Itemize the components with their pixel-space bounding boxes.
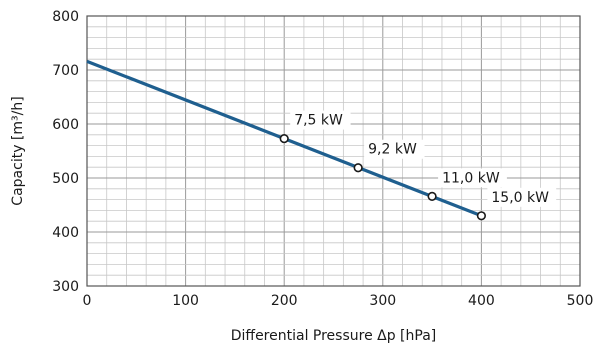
y-axis-title: Capacity [m³/h] <box>10 96 26 205</box>
x-tick-label: 0 <box>83 293 92 309</box>
x-tick-label: 400 <box>468 293 495 309</box>
plot-frame <box>86 15 581 287</box>
y-tick-label: 300 <box>52 279 79 295</box>
y-tick-label: 700 <box>52 63 79 79</box>
point-label: 9,2 kW <box>368 142 417 158</box>
data-point <box>353 163 363 173</box>
points: 7,5 kW 9,2 kW 11,0 kW 15,0 kW <box>279 110 557 221</box>
x-tick-label: 300 <box>369 293 396 309</box>
point-label-background <box>487 187 557 207</box>
point-label: 15,0 kW <box>491 190 549 206</box>
y-tick-label: 500 <box>52 171 79 187</box>
x-tick-label: 500 <box>567 293 594 309</box>
point-label: 11,0 kW <box>442 170 500 186</box>
x-tick-label: 100 <box>172 293 199 309</box>
data-point <box>279 133 289 144</box>
point-label-background <box>438 168 507 188</box>
point-label: 7,5 kW <box>294 113 343 129</box>
data-point <box>427 191 437 201</box>
y-tick-label: 800 <box>52 9 79 25</box>
data-point <box>476 211 487 221</box>
grid <box>86 15 581 287</box>
ticks: 0 100 200 300 400 500 300 400 500 600 700 800 <box>52 9 593 309</box>
x-tick-label: 200 <box>271 293 298 309</box>
x-axis-title: Differential Pressure Δp [hPa] <box>231 328 437 344</box>
point-label-background <box>290 110 351 130</box>
y-tick-label: 600 <box>52 117 79 133</box>
y-tick-label: 400 <box>52 225 79 241</box>
point-label-background <box>364 139 425 159</box>
